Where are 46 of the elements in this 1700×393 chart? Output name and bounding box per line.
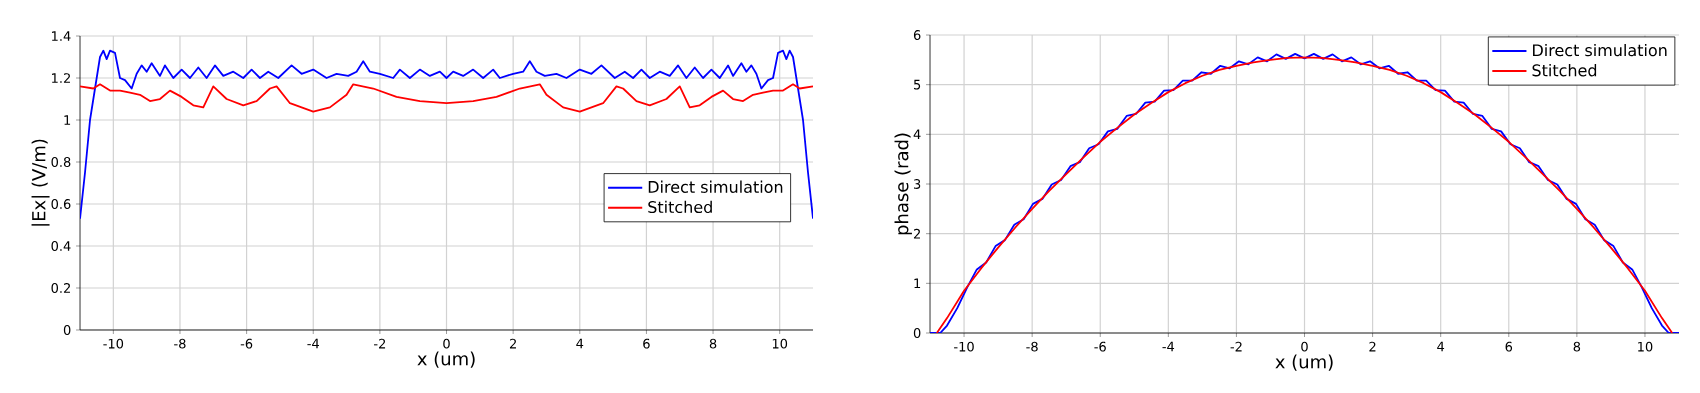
x-tick-label: 10 — [772, 338, 788, 349]
y-tick-label: 3 — [914, 179, 921, 189]
x-tick-label: -6 — [1094, 341, 1106, 352]
legend-label: Direct simulation — [648, 180, 783, 193]
y-tick-label: 0.4 — [51, 241, 71, 251]
legend-label: Direct simulation — [1533, 43, 1667, 57]
x-tick-label: 10 — [1638, 341, 1653, 352]
x-tick-label: 8 — [709, 338, 717, 349]
x-tick-label: 4 — [1437, 341, 1445, 352]
y-tick-label: 0 — [913, 328, 921, 338]
y-tick-label: 1 — [914, 278, 921, 289]
x-tick-label: -4 — [307, 338, 319, 349]
x-tick-label: -4 — [1162, 341, 1175, 352]
y-tick-label: 0 — [63, 325, 71, 335]
x-tick-label: 8 — [1573, 341, 1581, 352]
x-tick-label: -6 — [240, 338, 253, 349]
y-tick-label: 1 — [64, 115, 71, 125]
x-tick-label: 0 — [1301, 341, 1308, 352]
y-tick-label: 0.2 — [51, 283, 70, 293]
y-tick-label: 0.6 — [51, 199, 71, 209]
line-series — [80, 83, 814, 113]
x-tick-label: 6 — [1505, 341, 1513, 352]
y-tick-label: 5 — [914, 79, 921, 90]
y-axis-title: |Ex| (V/m) — [31, 139, 50, 226]
y-tick-label: 1.4 — [52, 31, 71, 41]
y-tick-label: 2 — [913, 228, 920, 239]
x-axis-title: x (um) — [1275, 354, 1333, 371]
x-axis-title: x (um) — [417, 351, 475, 368]
y-axis-title: phase (rad) — [894, 133, 912, 235]
x-tick-label: -2 — [374, 338, 386, 349]
x-tick-label: -8 — [1026, 341, 1038, 352]
x-tick-label: -2 — [1230, 341, 1242, 352]
y-tick-label: 0.8 — [51, 157, 71, 167]
x-tick-label: 2 — [509, 338, 516, 349]
x-tick-label: 4 — [576, 338, 584, 349]
y-tick-label: 1.2 — [52, 73, 70, 83]
legend-label: Stitched — [1532, 64, 1597, 77]
x-tick-label: -8 — [174, 338, 186, 349]
x-tick-label: -10 — [103, 338, 124, 349]
x-tick-label: 6 — [643, 338, 650, 349]
x-tick-label: -10 — [954, 341, 974, 352]
legend-label: Stitched — [648, 200, 712, 214]
y-tick-label: 4 — [913, 129, 921, 140]
x-tick-label: 2 — [1369, 341, 1376, 352]
x-tick-label: 0 — [443, 338, 450, 349]
y-tick-label: 6 — [913, 30, 921, 40]
